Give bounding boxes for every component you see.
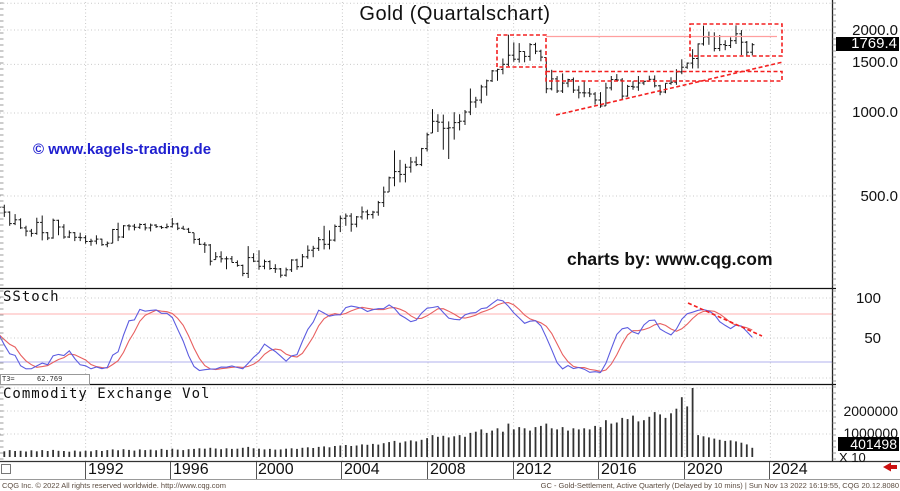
year-label-2012: 2012 (516, 461, 552, 478)
watermark-link[interactable]: © www.kagels-trading.de (33, 141, 212, 158)
axis-separator (341, 462, 342, 479)
volume-axis-label-1m: 1000000 (843, 424, 898, 441)
stoch-lines (0, 299, 753, 374)
price-axis-label-2000: 2000.0 (852, 21, 898, 39)
statusbar-contract-info: GC - Gold-Settlement, Active Quarterly (… (540, 481, 899, 490)
year-label-2020: 2020 (687, 461, 723, 478)
year-label-1992: 1992 (88, 461, 124, 478)
axis-separator (513, 462, 514, 479)
scroll-left-arrow[interactable] (883, 462, 897, 472)
price-axis-label-1500: 1500.0 (852, 54, 898, 71)
price-axis-label-500: 500.0 (860, 188, 898, 205)
panel-borders (0, 0, 900, 463)
axis-separator (684, 462, 685, 479)
t3-label: T3= (2, 375, 15, 383)
stoch-axis-label-50: 50 (864, 329, 881, 347)
year-label-2004: 2004 (344, 461, 380, 478)
t3-readout: T3= 62.769 (0, 374, 90, 385)
annotations (496, 23, 784, 337)
axis-separator (427, 462, 428, 479)
axis-checkbox[interactable] (1, 464, 11, 474)
statusbar-divider (0, 479, 900, 480)
price-axis-label-1000: 1000.0 (852, 104, 898, 121)
year-label-2024: 2024 (772, 461, 808, 478)
t3-value: 62.769 (37, 375, 63, 383)
current-volume-readout: 401498 (838, 437, 899, 451)
volume-panel-label: Commodity Exchange Vol (3, 386, 211, 402)
volume-axis-label-2m: 2000000 (843, 403, 898, 419)
axis-separator (598, 462, 599, 479)
stoch-reference-lines (0, 313, 832, 363)
stoch-panel-label: SStoch (3, 289, 60, 305)
axis-separator (256, 462, 257, 479)
stoch-axis-label-100: 100 (855, 289, 881, 307)
volume-bars (3, 388, 754, 457)
last-price-readout: 1769.4 (836, 36, 899, 51)
axis-separator (170, 462, 171, 479)
year-label-2008: 2008 (430, 461, 466, 478)
year-label-2000: 2000 (258, 461, 294, 478)
price-ohlc-bars (0, 25, 755, 278)
statusbar-copyright: CQG Inc. © 2022 All rights reserved worl… (2, 481, 226, 490)
volume-multiplier: X 10 (839, 450, 866, 465)
year-label-1996: 1996 (173, 461, 209, 478)
axis-ticks (0, 2, 836, 460)
credit-text: charts by: www.cqg.com (567, 249, 773, 269)
axis-separator (85, 462, 86, 479)
axis-separator (769, 462, 770, 479)
chart-title: Gold (Quartalschart) (359, 3, 551, 25)
year-label-2016: 2016 (601, 461, 637, 478)
